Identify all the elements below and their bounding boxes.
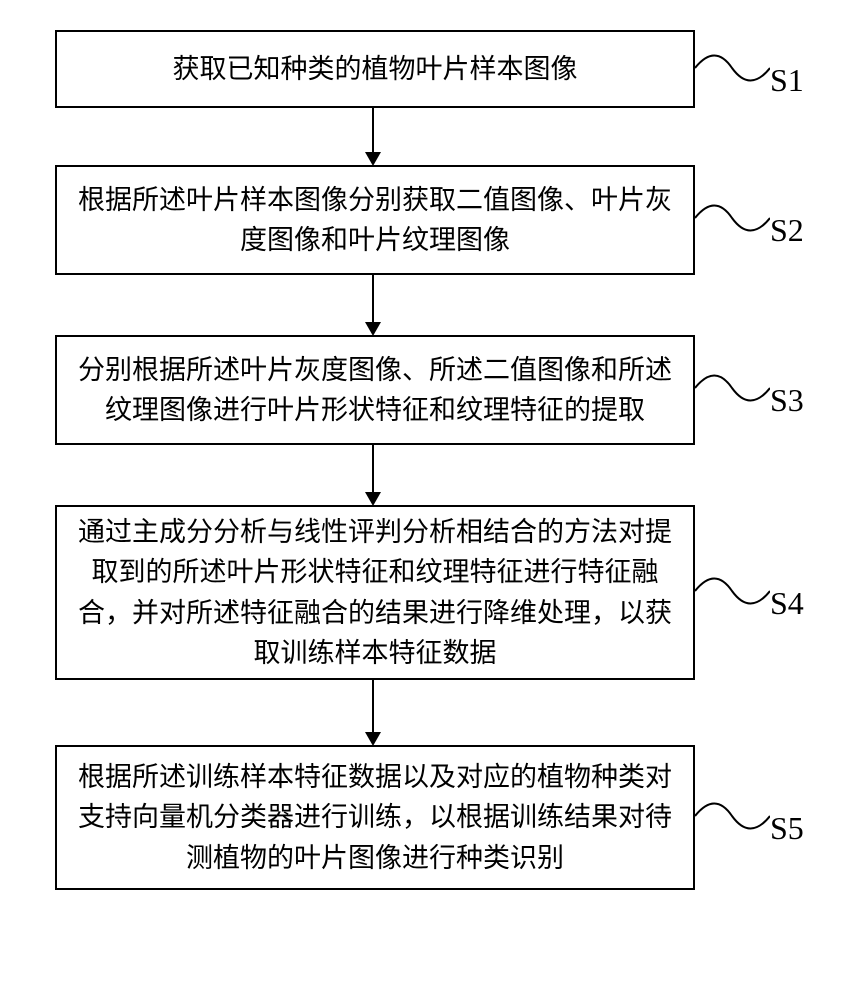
step-text-s4: 通过主成分分析与线性评判分析相结合的方法对提取到的所述叶片形状特征和纹理特征进行…	[77, 512, 673, 674]
curve-connector-s2	[695, 198, 770, 243]
step-box-s5: 根据所述训练样本特征数据以及对应的植物种类对支持向量机分类器进行训练，以根据训练…	[55, 745, 695, 890]
step-label-s4: S4	[770, 585, 804, 622]
step-text-s3: 分别根据所述叶片灰度图像、所述二值图像和所述纹理图像进行叶片形状特征和纹理特征的…	[77, 350, 673, 431]
arrow-4	[361, 680, 385, 748]
step-text-s2: 根据所述叶片样本图像分别获取二值图像、叶片灰度图像和叶片纹理图像	[77, 180, 673, 261]
step-label-s5: S5	[770, 810, 804, 847]
flowchart-container: 获取已知种类的植物叶片样本图像 S1 根据所述叶片样本图像分别获取二值图像、叶片…	[0, 0, 861, 1000]
arrow-2	[361, 275, 385, 338]
step-label-s3: S3	[770, 382, 804, 419]
step-text-s1: 获取已知种类的植物叶片样本图像	[173, 49, 578, 90]
step-box-s3: 分别根据所述叶片灰度图像、所述二值图像和所述纹理图像进行叶片形状特征和纹理特征的…	[55, 335, 695, 445]
step-box-s4: 通过主成分分析与线性评判分析相结合的方法对提取到的所述叶片形状特征和纹理特征进行…	[55, 505, 695, 680]
step-box-s1: 获取已知种类的植物叶片样本图像	[55, 30, 695, 108]
arrow-1	[361, 108, 385, 168]
step-box-s2: 根据所述叶片样本图像分别获取二值图像、叶片灰度图像和叶片纹理图像	[55, 165, 695, 275]
curve-connector-s3	[695, 368, 770, 413]
step-label-s1: S1	[770, 62, 804, 99]
curve-connector-s4	[695, 571, 770, 616]
step-label-s2: S2	[770, 212, 804, 249]
arrow-3	[361, 445, 385, 508]
curve-connector-s5	[695, 796, 770, 841]
step-text-s5: 根据所述训练样本特征数据以及对应的植物种类对支持向量机分类器进行训练，以根据训练…	[77, 757, 673, 879]
curve-connector-s1	[695, 48, 770, 93]
